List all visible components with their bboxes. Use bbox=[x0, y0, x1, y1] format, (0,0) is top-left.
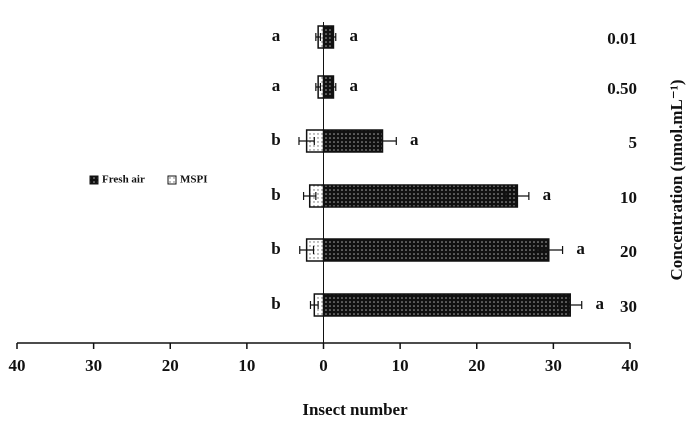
category-label: 0.50 bbox=[607, 79, 637, 98]
x-tick-label: 40 bbox=[622, 356, 639, 375]
error-bar bbox=[298, 137, 315, 145]
category-label: 20 bbox=[620, 242, 637, 261]
significance-letter: a bbox=[272, 26, 281, 45]
significance-letter: a bbox=[272, 76, 281, 95]
significance-letter: b bbox=[271, 185, 280, 204]
x-tick-label: 10 bbox=[238, 356, 255, 375]
legend-label: MSPI bbox=[180, 174, 208, 186]
category-label: 10 bbox=[620, 188, 637, 207]
significance-letter: b bbox=[271, 130, 280, 149]
error-bar bbox=[368, 137, 397, 145]
error-bar bbox=[534, 246, 564, 254]
significance-letter: b bbox=[271, 294, 280, 313]
error-bar bbox=[302, 192, 317, 200]
significance-letter: b bbox=[271, 239, 280, 258]
x-tick-label: 20 bbox=[162, 356, 179, 375]
category-label: 30 bbox=[620, 297, 637, 316]
significance-letter: a bbox=[410, 130, 419, 149]
bar bbox=[322, 238, 550, 262]
x-axis-label: Insect number bbox=[302, 400, 408, 419]
significance-letter: a bbox=[576, 239, 585, 258]
legend-swatch bbox=[89, 175, 99, 185]
bar bbox=[322, 293, 571, 317]
category-label: 0.01 bbox=[607, 29, 637, 48]
error-bar bbox=[558, 301, 583, 309]
x-tick-label: 30 bbox=[85, 356, 102, 375]
error-bar bbox=[330, 83, 337, 91]
x-tick-label: 0 bbox=[319, 356, 328, 375]
category-label: 5 bbox=[629, 133, 638, 152]
x-tick-label: 40 bbox=[9, 356, 26, 375]
legend-swatch bbox=[167, 175, 177, 185]
legend-label: Fresh air bbox=[102, 174, 145, 186]
error-bar bbox=[309, 301, 319, 309]
bar bbox=[322, 184, 519, 208]
significance-letter: a bbox=[350, 26, 359, 45]
x-tick-label: 20 bbox=[468, 356, 485, 375]
significance-letter: a bbox=[350, 76, 359, 95]
x-tick-label: 30 bbox=[545, 356, 562, 375]
significance-letter: a bbox=[543, 185, 552, 204]
error-bar bbox=[299, 246, 315, 254]
significance-letter: a bbox=[595, 294, 604, 313]
error-bar bbox=[505, 192, 530, 200]
error-bar bbox=[315, 83, 322, 91]
error-bar bbox=[315, 33, 322, 41]
y-axis-label: Concentration (nmol.mL⁻¹) bbox=[667, 79, 686, 280]
x-tick-label: 10 bbox=[392, 356, 409, 375]
error-bar bbox=[330, 33, 337, 41]
